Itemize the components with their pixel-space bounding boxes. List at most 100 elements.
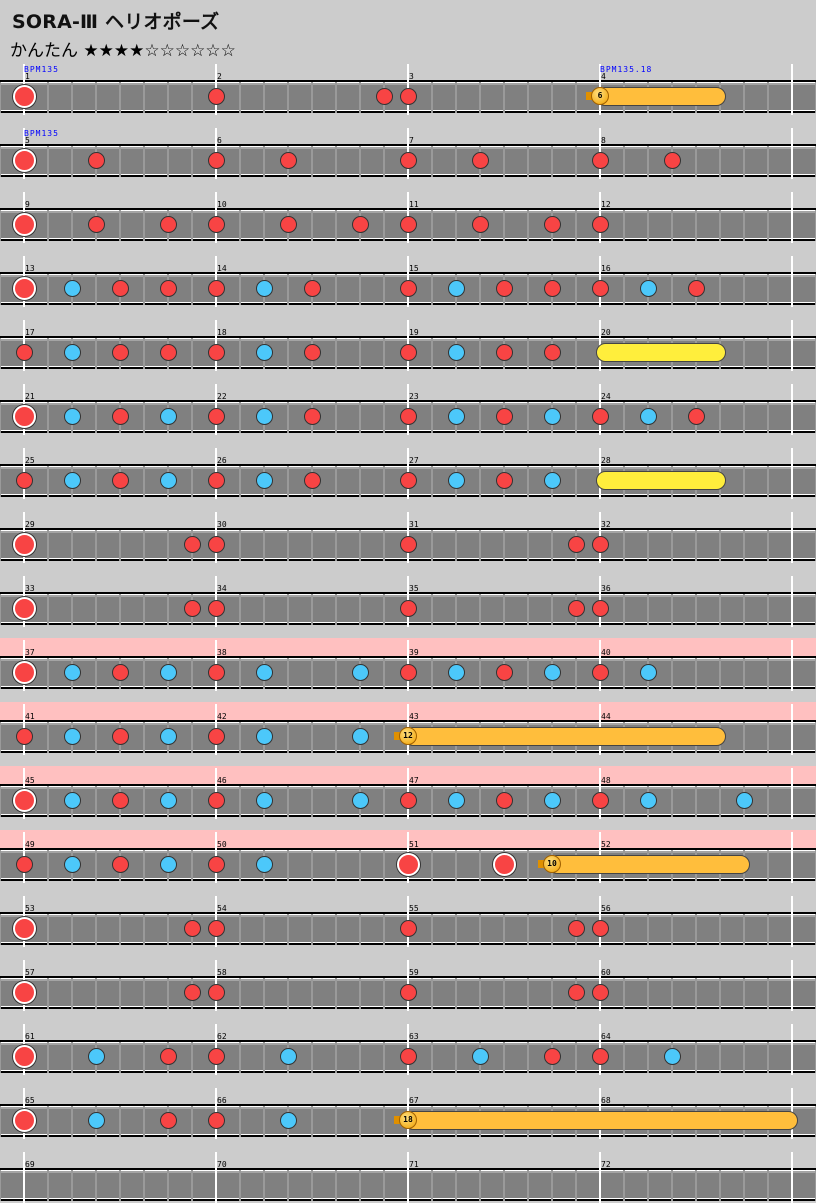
grid-line xyxy=(143,530,145,561)
grid-line xyxy=(311,530,313,561)
bar-line xyxy=(791,960,793,1011)
ka-note xyxy=(471,1047,489,1065)
don-note xyxy=(303,343,321,361)
grid-line xyxy=(359,530,361,561)
grid-line xyxy=(239,466,241,497)
grid-line xyxy=(119,82,121,113)
grid-line xyxy=(95,82,97,113)
measure-number: 12 xyxy=(601,200,611,209)
grid-line xyxy=(431,1170,433,1201)
grid-line xyxy=(623,594,625,625)
balloon-note-body xyxy=(548,854,750,874)
grid-line xyxy=(239,1106,241,1137)
measure-number: 54 xyxy=(217,904,227,913)
grid-line xyxy=(143,1042,145,1073)
ka-note xyxy=(63,279,81,297)
measure-number: 28 xyxy=(601,456,611,465)
grid-line xyxy=(455,850,457,881)
ka-note xyxy=(255,663,273,681)
grid-line xyxy=(287,658,289,689)
don-note xyxy=(471,215,489,233)
measure-number: 57 xyxy=(25,968,35,977)
grid-line xyxy=(311,594,313,625)
ka-note xyxy=(543,407,561,425)
don-note xyxy=(87,215,105,233)
grid-line xyxy=(479,82,481,113)
measure-number: 26 xyxy=(217,456,227,465)
grid-line xyxy=(311,786,313,817)
grid-line xyxy=(551,978,553,1009)
don-note xyxy=(591,215,609,233)
grid-line xyxy=(623,402,625,433)
grid-line xyxy=(431,210,433,241)
grid-line xyxy=(311,1106,313,1137)
grid-line xyxy=(383,274,385,305)
grid-line xyxy=(383,210,385,241)
grid-line xyxy=(191,1042,193,1073)
don-note xyxy=(207,983,225,1001)
ka-note xyxy=(159,791,177,809)
bar-line xyxy=(215,1152,217,1203)
grid-line xyxy=(719,914,721,945)
measure-number: 51 xyxy=(409,840,419,849)
grid-line xyxy=(311,82,313,113)
ka-note xyxy=(543,663,561,681)
grid-line xyxy=(191,786,193,817)
grid-line xyxy=(119,530,121,561)
grid-line xyxy=(287,850,289,881)
measure-number: 69 xyxy=(25,1160,35,1169)
grid-line xyxy=(359,1106,361,1137)
grid-line xyxy=(479,274,481,305)
grid-line xyxy=(647,146,649,177)
measure-number: 24 xyxy=(601,392,611,401)
don-big-note xyxy=(12,84,36,108)
grid-line xyxy=(191,82,193,113)
balloon-note-body xyxy=(404,1110,798,1130)
measure-number: 48 xyxy=(601,776,611,785)
grid-line xyxy=(47,914,49,945)
grid-line xyxy=(647,914,649,945)
grid-line xyxy=(719,978,721,1009)
ka-note xyxy=(351,791,369,809)
don-note xyxy=(183,599,201,617)
grid-line xyxy=(335,978,337,1009)
grid-line xyxy=(263,594,265,625)
grid-line xyxy=(167,594,169,625)
grid-line xyxy=(575,1170,577,1201)
don-note xyxy=(687,407,705,425)
grid-line xyxy=(767,466,769,497)
grid-line xyxy=(335,722,337,753)
don-note xyxy=(111,727,129,745)
grid-line xyxy=(191,210,193,241)
don-note xyxy=(567,599,585,617)
grid-line xyxy=(143,210,145,241)
grid-line xyxy=(47,658,49,689)
grid-line xyxy=(191,850,193,881)
don-note xyxy=(111,343,129,361)
grid-line xyxy=(359,466,361,497)
ka-note xyxy=(159,407,177,425)
grid-line xyxy=(575,402,577,433)
don-note xyxy=(87,151,105,169)
grid-line xyxy=(263,978,265,1009)
grid-line xyxy=(71,146,73,177)
grid-line xyxy=(671,274,673,305)
bar-line xyxy=(791,448,793,499)
grid-line xyxy=(503,146,505,177)
don-note xyxy=(207,663,225,681)
grid-line xyxy=(287,978,289,1009)
grid-line xyxy=(71,978,73,1009)
grid-line xyxy=(647,1170,649,1201)
ka-note xyxy=(63,791,81,809)
grid-line xyxy=(551,914,553,945)
grid-line xyxy=(71,594,73,625)
don-note xyxy=(567,983,585,1001)
grid-line xyxy=(767,530,769,561)
grid-line xyxy=(47,82,49,113)
grid-line xyxy=(527,978,529,1009)
don-note xyxy=(207,535,225,553)
measure-number: 19 xyxy=(409,328,419,337)
grid-line xyxy=(0,978,1,1009)
don-note xyxy=(399,1047,417,1065)
grid-line xyxy=(647,530,649,561)
